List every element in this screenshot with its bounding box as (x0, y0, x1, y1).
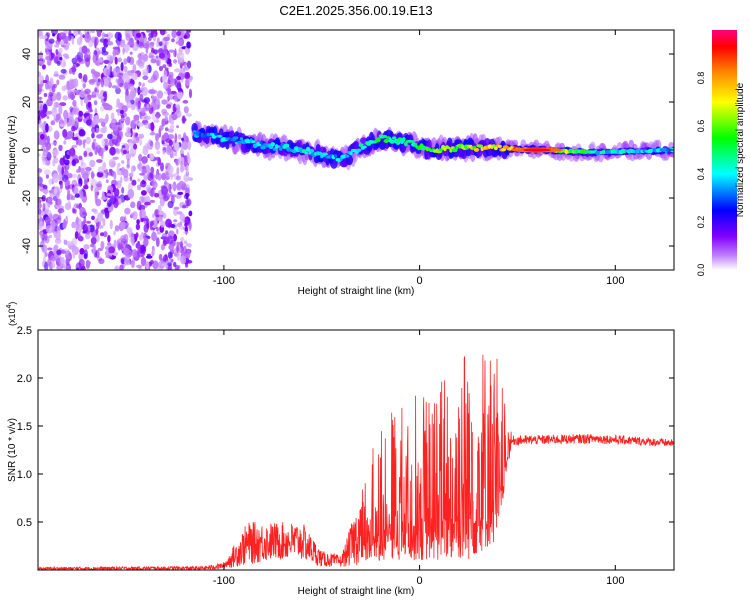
spectrogram-x-tick-label: -100 (213, 275, 235, 287)
colorbar-ticks: 0.0 0.2 0.4 0.6 0.8 (696, 72, 706, 277)
spectrogram-y-tick-label: 0 (21, 147, 33, 153)
colorbar-tick-label: 0.0 (696, 264, 706, 277)
spectrogram-x-tick-label: 0 (417, 275, 423, 287)
snr-x-tick-label: 100 (606, 575, 624, 587)
spectrogram-y-tick-label: 20 (21, 96, 33, 108)
spectrogram-x-tick-label: 100 (606, 275, 624, 287)
colorbar: 0.0 0.2 0.4 0.6 0.8 Normalized spectral ampl… (696, 30, 746, 276)
ridge-peak (511, 147, 563, 153)
spectrogram-y-tick-label: -40 (21, 238, 33, 254)
colorbar-tick-label: 0.4 (696, 168, 706, 181)
colorbar-tick-label: 0.6 (696, 120, 706, 133)
spectrogram-xlabel: Height of straight line (km) (298, 286, 415, 297)
snr-ylabel: SNR (10 * v/v) (7, 418, 18, 482)
snr-multiplier: (x104) (6, 302, 17, 326)
chart-title: C2E1.2025.356.00.19.E13 (279, 3, 432, 18)
snr-y-tick-label: 1.5 (17, 421, 32, 433)
snr-xlabel: Height of straight line (km) (298, 586, 415, 597)
snr-x-ticks: -100 0 100 (213, 330, 624, 587)
spectrogram-y-tick-label: 40 (21, 48, 33, 60)
snr-x-tick-label: 0 (417, 575, 423, 587)
colorbar-tick-label: 0.2 (696, 216, 706, 229)
colorbar-label: Normalized spectral amplitude (735, 82, 746, 217)
snr-y-tick-label: 2.5 (17, 325, 32, 337)
snr-x-tick-label: -100 (213, 575, 235, 587)
spectrogram-y-tick-label: -20 (21, 190, 33, 206)
colorbar-tick-label: 0.8 (696, 72, 706, 85)
svg-text:(x104): (x104) (6, 302, 17, 326)
snr-y-ticks: 0.5 1.0 1.5 2.0 2.5 (17, 325, 674, 529)
snr-multiplier-base: (x10 (7, 308, 17, 326)
snr-y-tick-label: 2.0 (17, 373, 32, 385)
spectrogram-ylabel: Frequency (Hz) (7, 116, 18, 185)
snr-series-line (38, 354, 674, 570)
ridge-signal (191, 120, 674, 171)
colorbar-gradient (712, 30, 737, 270)
spectrogram-content (38, 30, 674, 270)
spectrogram-panel: -100 0 100 -40 -20 0 20 40 Height of straight … (7, 29, 675, 297)
snr-y-tick-label: 1.0 (17, 469, 32, 481)
snr-panel: -100 0 100 0.5 1.0 1.5 2.0 2.5 Height of strai… (6, 302, 675, 597)
snr-content (38, 354, 674, 570)
spectrogram-x-ticks: -100 0 100 (213, 30, 624, 287)
snr-y-tick-label: 0.5 (17, 517, 32, 529)
spectrogram-y-ticks: -40 -20 0 20 40 (21, 48, 674, 254)
noise-region (38, 30, 194, 270)
snr-multiplier-exp: 4 (6, 304, 13, 308)
